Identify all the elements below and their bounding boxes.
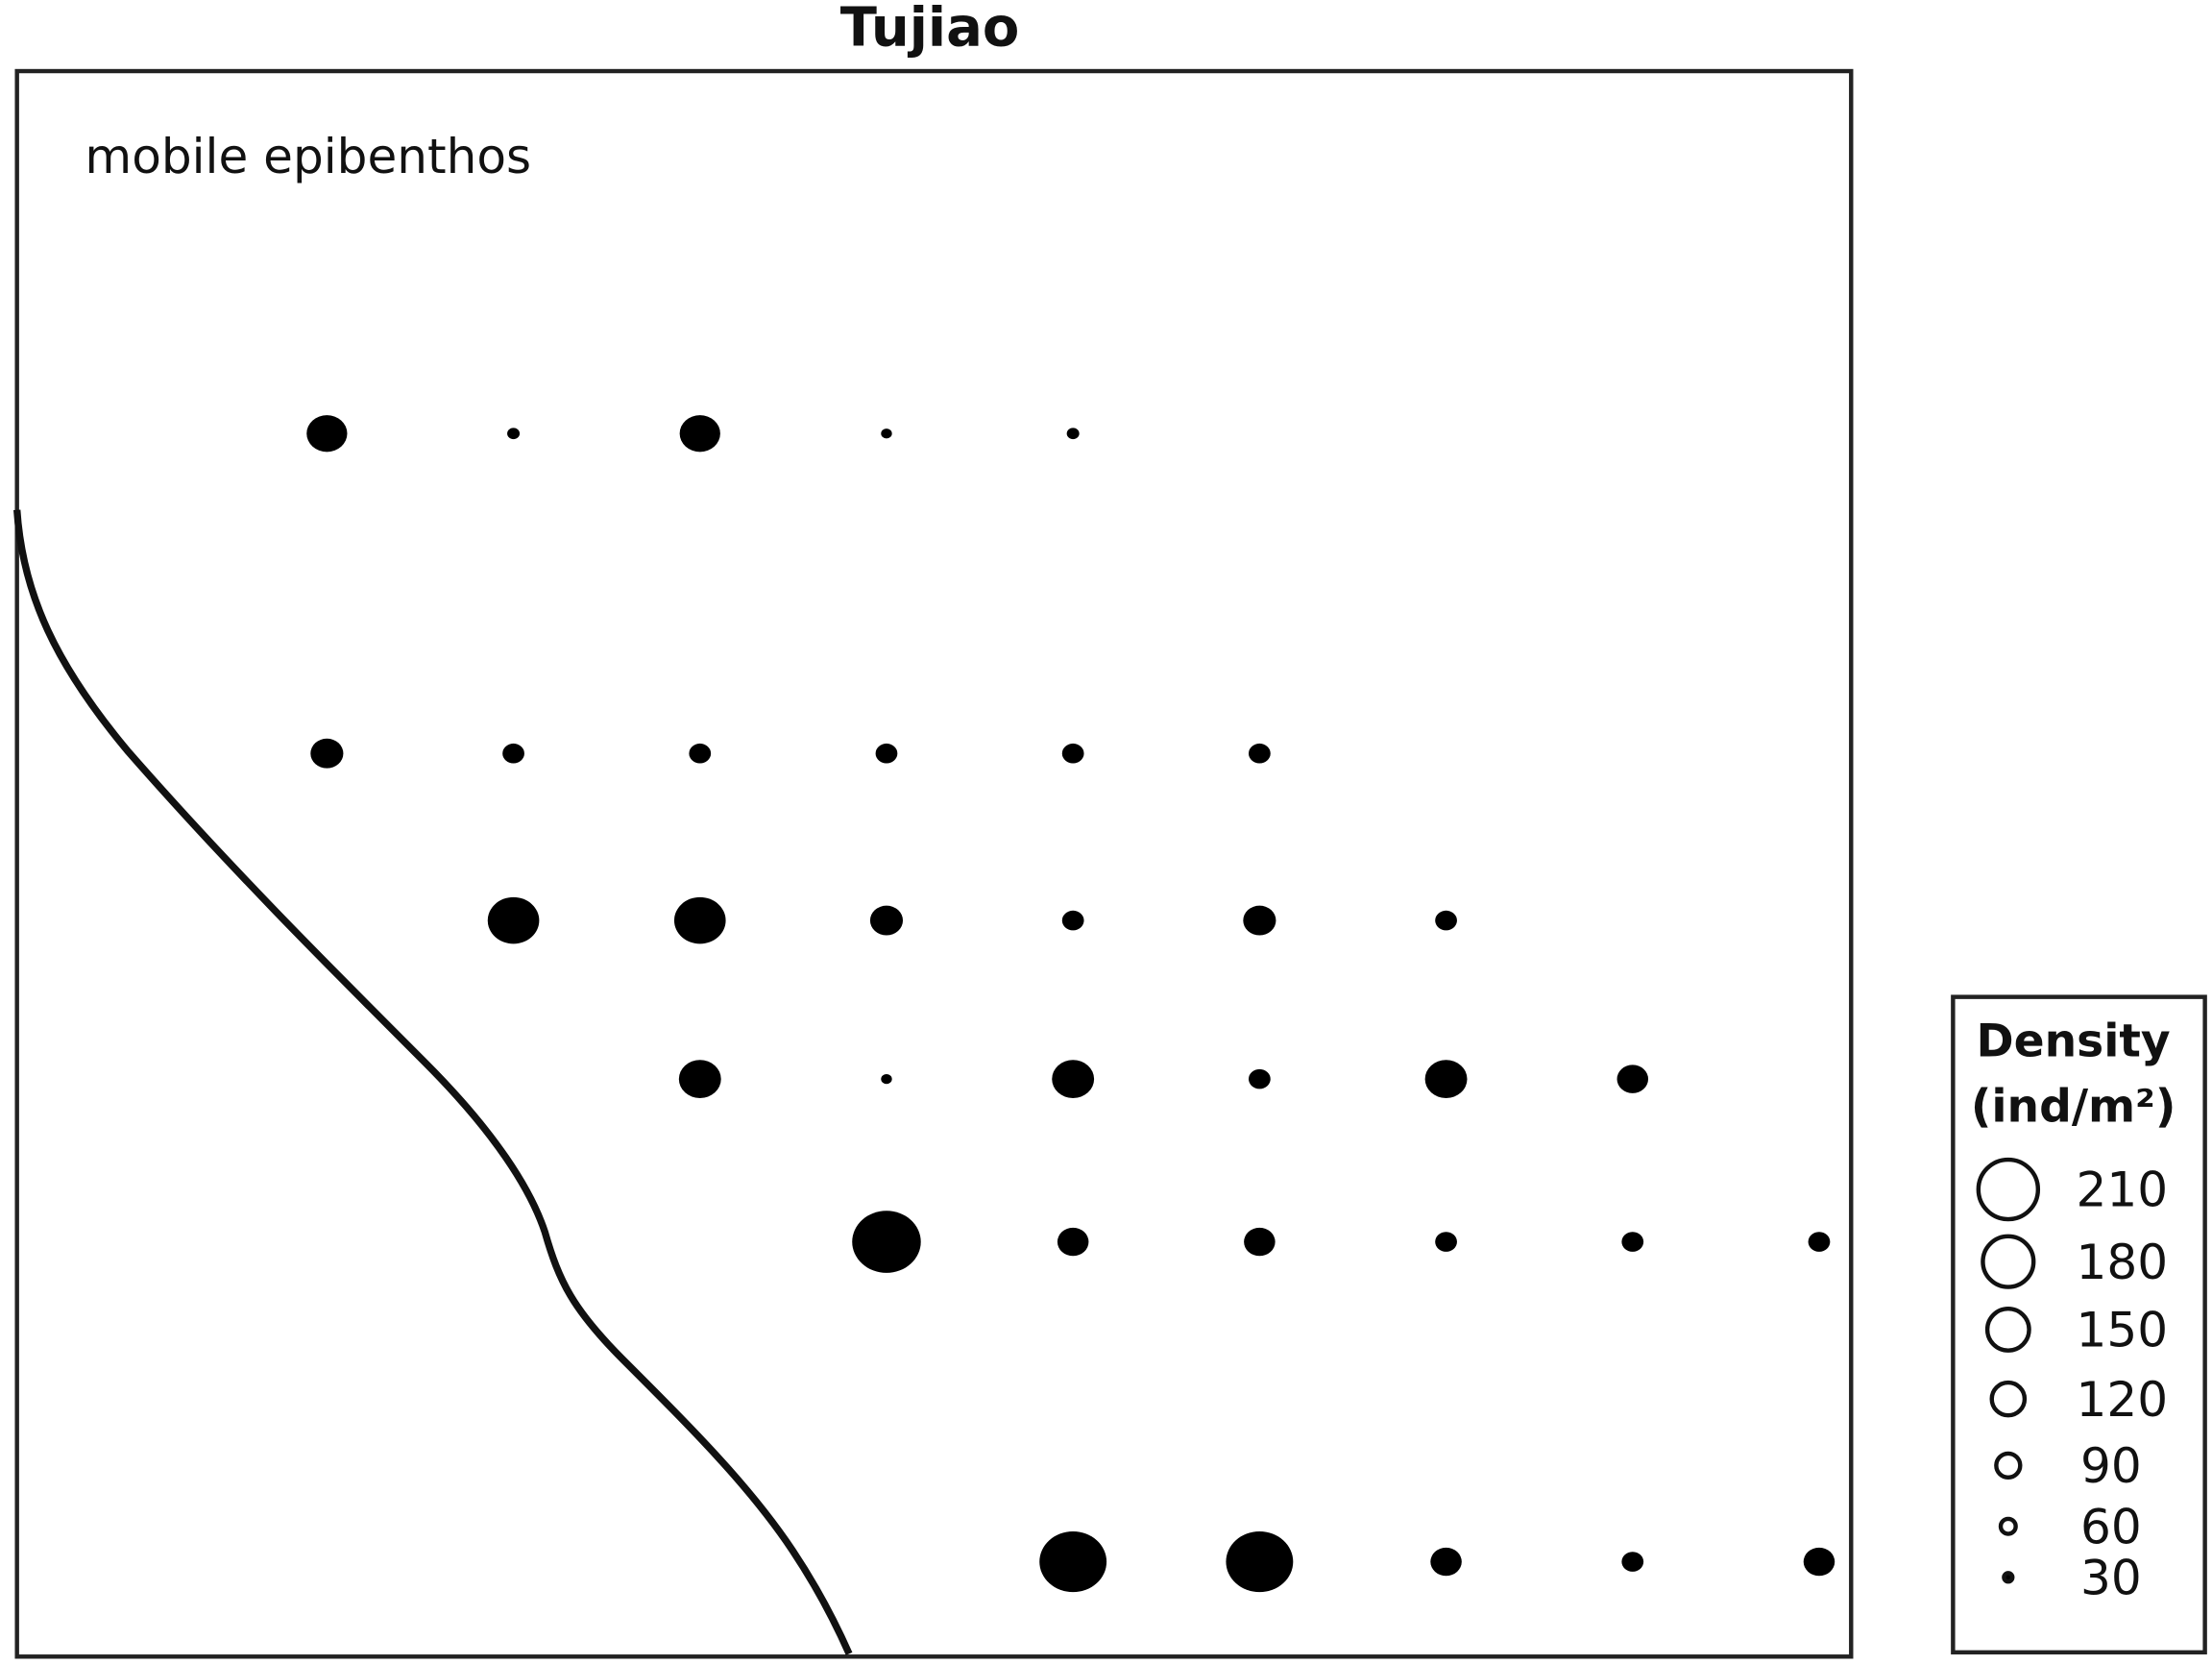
- legend-circle-180: [1981, 1234, 2036, 1289]
- data-point-33: [1803, 1547, 1835, 1577]
- chart-title: Tujiao: [840, 0, 1020, 59]
- legend-box: [1951, 994, 2207, 1655]
- data-points: [306, 415, 1835, 1593]
- data-point-12: [673, 896, 726, 944]
- data-point-19: [1052, 1060, 1095, 1098]
- data-point-18: [881, 1073, 892, 1085]
- data-point-1: [507, 428, 521, 440]
- data-point-32: [1621, 1552, 1644, 1572]
- data-point-26: [1435, 1232, 1457, 1252]
- legend-title-line1: Density: [1977, 1016, 2171, 1068]
- legend-circle-60: [1998, 1516, 2018, 1536]
- map-frame: [14, 68, 1854, 1659]
- data-point-4: [1066, 428, 1080, 440]
- legend-label-180: 180: [2077, 1235, 2169, 1290]
- data-point-9: [1061, 743, 1084, 764]
- data-point-31: [1430, 1547, 1462, 1577]
- data-point-11: [487, 896, 540, 944]
- panel-label: mobile epibenthos: [85, 129, 531, 184]
- legend-label-30: 30: [2080, 1550, 2142, 1605]
- data-point-25: [1244, 1227, 1276, 1257]
- legend-label-120: 120: [2077, 1372, 2169, 1428]
- data-point-27: [1621, 1232, 1644, 1252]
- legend-label-90: 90: [2080, 1438, 2142, 1494]
- data-point-5: [310, 738, 344, 769]
- data-point-30: [1226, 1530, 1294, 1593]
- legend-circle-30: [2002, 1571, 2015, 1584]
- data-point-6: [502, 743, 524, 764]
- legend-label-150: 150: [2077, 1303, 2169, 1358]
- data-point-3: [881, 428, 892, 439]
- legend-title-line2: (ind/m²): [1971, 1080, 2176, 1133]
- legend-circle-150: [1984, 1306, 2031, 1353]
- data-point-14: [1061, 910, 1084, 931]
- data-point-0: [306, 415, 348, 453]
- data-point-8: [875, 743, 898, 764]
- data-point-21: [1424, 1060, 1468, 1098]
- legend-circle-120: [1989, 1380, 2028, 1418]
- data-point-24: [1057, 1227, 1089, 1257]
- data-point-17: [678, 1060, 721, 1098]
- coastline: [13, 509, 853, 1655]
- data-point-15: [1243, 905, 1276, 936]
- legend-circle-210: [1976, 1157, 2041, 1222]
- data-point-16: [1435, 910, 1457, 931]
- data-point-23: [852, 1211, 921, 1273]
- data-point-13: [869, 905, 904, 936]
- data-point-29: [1039, 1530, 1107, 1593]
- data-point-20: [1248, 1068, 1271, 1089]
- data-point-28: [1808, 1232, 1831, 1252]
- legend-label-210: 210: [2077, 1162, 2169, 1218]
- data-point-2: [679, 415, 720, 453]
- legend-circle-90: [1994, 1451, 2023, 1480]
- data-point-22: [1616, 1064, 1649, 1093]
- legend-label-60: 60: [2080, 1499, 2142, 1554]
- data-point-10: [1248, 743, 1271, 764]
- data-point-7: [689, 743, 712, 764]
